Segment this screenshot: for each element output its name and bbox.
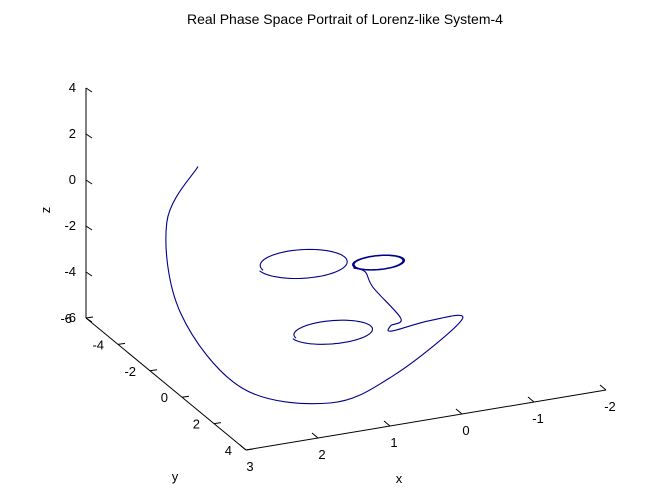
x-axis-label: x — [396, 471, 403, 486]
x-tick-mark — [599, 384, 607, 391]
x-tick-label: -1 — [532, 411, 544, 426]
z-tick-label: 4 — [69, 80, 76, 95]
y-tick-label: -4 — [92, 337, 104, 352]
y-tick-mark — [245, 448, 254, 451]
x-tick-label: 1 — [390, 435, 397, 450]
trajectory-line — [165, 166, 464, 405]
z-tick-label: 2 — [69, 126, 76, 141]
z-tick-mark — [85, 271, 93, 277]
x-axis-line — [245, 389, 607, 451]
z-tick-label: -4 — [64, 264, 76, 279]
z-tick-mark — [85, 317, 93, 323]
z-tick-mark — [85, 87, 93, 93]
y-tick-mark — [149, 369, 158, 372]
x-tick-label: 0 — [462, 423, 469, 438]
z-tick-label: -2 — [64, 218, 76, 233]
y-tick-label: -6 — [60, 311, 72, 326]
x-tick-mark — [383, 420, 391, 427]
y-tick-label: 4 — [225, 443, 232, 458]
x-tick-mark — [311, 432, 319, 439]
y-tick-mark — [85, 316, 94, 319]
y-tick-label: -2 — [124, 364, 136, 379]
y-axis-line — [85, 317, 247, 451]
x-ticks: 3 2 1 0 -1 -2 — [239, 384, 616, 474]
x-tick-label: 3 — [246, 459, 253, 474]
trajectory-loop — [352, 254, 406, 271]
z-axis-label: z — [38, 207, 53, 214]
x-tick-mark — [239, 444, 247, 451]
y-tick-mark — [181, 395, 190, 398]
y-ticks: -6 -4 -2 0 2 4 — [60, 311, 254, 458]
y-tick-mark — [117, 342, 126, 345]
x-tick-mark — [527, 396, 535, 403]
x-tick-label: 2 — [318, 447, 325, 462]
y-tick-label: 0 — [161, 390, 168, 405]
z-tick-label: -6 — [64, 310, 76, 325]
y-tick-label: 2 — [193, 417, 200, 432]
z-tick-mark — [85, 179, 93, 185]
axes-group — [85, 88, 607, 451]
z-tick-mark — [85, 133, 93, 139]
z-tick-label: 0 — [69, 172, 76, 187]
trajectory-group — [165, 166, 464, 405]
x-tick-label: -2 — [604, 399, 616, 414]
y-axis-label: y — [172, 469, 179, 484]
trajectory-loop — [259, 248, 348, 280]
chart-title: Real Phase Space Portrait of Lorenz-like… — [187, 11, 503, 27]
trajectory-loop — [292, 319, 374, 345]
z-tick-mark — [85, 225, 93, 231]
z-ticks: -6 -4 -2 0 2 4 — [64, 80, 93, 325]
x-tick-mark — [455, 408, 463, 415]
y-tick-mark — [213, 422, 222, 425]
